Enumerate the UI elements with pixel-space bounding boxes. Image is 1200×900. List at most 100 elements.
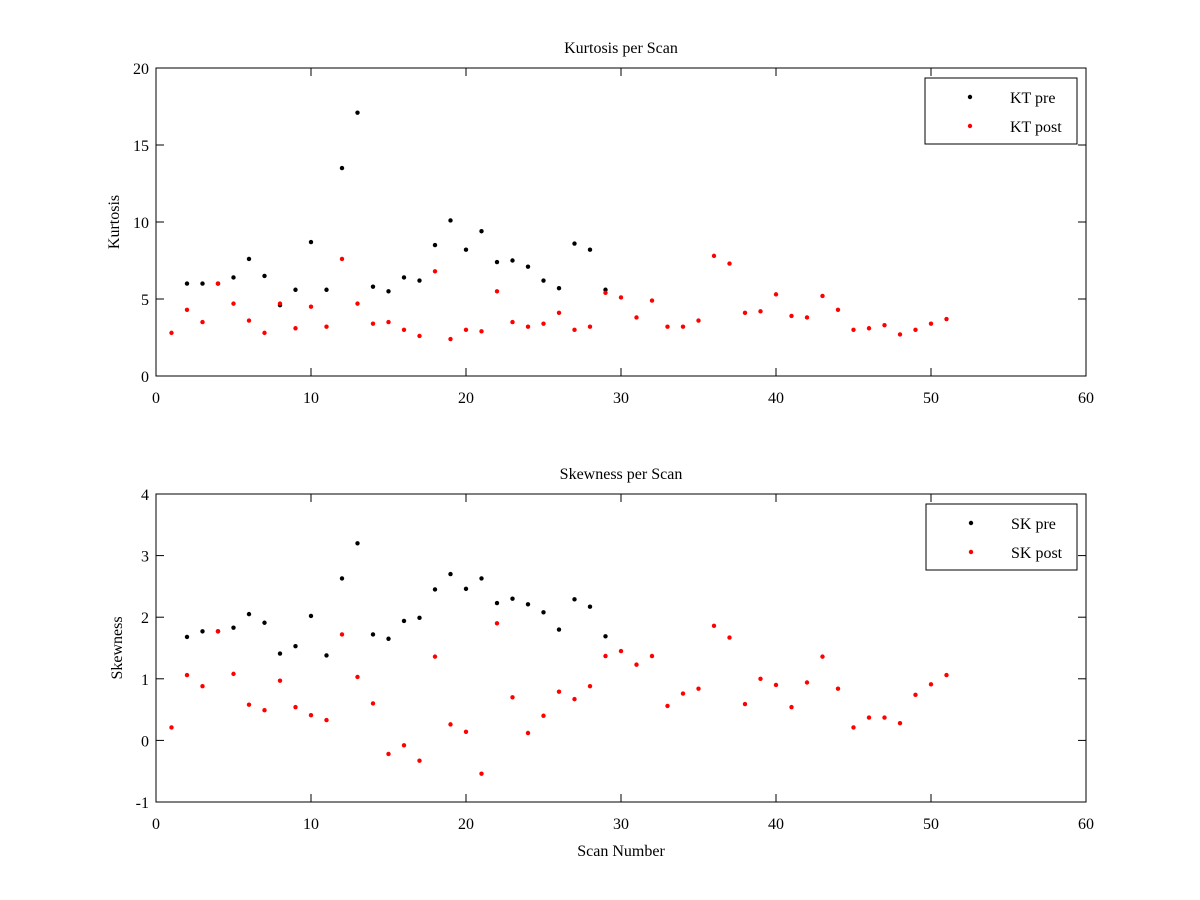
kurtosis-pre-point — [510, 258, 515, 263]
skewness-post-point — [215, 629, 221, 634]
skewness-pre-point — [246, 611, 252, 617]
kurtosis-post-point — [463, 327, 469, 332]
kurtosis-post-point — [711, 253, 717, 259]
skewness-legend-marker-post — [968, 549, 974, 555]
skewness-x-tick-label: 60 — [1078, 816, 1094, 833]
skewness-legend-marker-pre — [968, 520, 974, 526]
skewness-pre-point — [262, 620, 267, 625]
kurtosis-post-point — [339, 256, 345, 262]
skewness-post-point — [386, 751, 391, 757]
skewness-pre-point — [494, 600, 500, 606]
kurtosis-chart: Kurtosis per Scan 0 10 20 30 40 50 60 0 5 10 15 20… — [106, 40, 1094, 407]
skewness-x-axis-label: Scan Number — [577, 843, 665, 860]
skewness-post-point — [308, 712, 314, 718]
skewness-y-tick-label: 0 — [141, 733, 149, 750]
kurtosis-post-point — [727, 261, 732, 266]
kurtosis-x-ticks: 0 10 20 30 40 50 60 — [152, 68, 1094, 407]
kurtosis-post-point — [541, 321, 546, 326]
skewness-pre-point — [401, 618, 407, 624]
skewness-post-point — [262, 708, 267, 713]
kurtosis-post-point — [432, 269, 438, 274]
skewness-pre-point — [463, 586, 469, 592]
kurtosis-post-point — [494, 289, 500, 294]
skewness-post-point — [649, 653, 655, 659]
kurtosis-post-point — [851, 327, 856, 332]
kurtosis-post-point — [293, 326, 298, 331]
skewness-legend: SK pre SK post — [925, 503, 1078, 571]
skewness-post-point — [758, 676, 763, 681]
kurtosis-post-point — [169, 330, 174, 336]
kurtosis-post-point — [355, 301, 360, 306]
skewness-post-point — [665, 703, 670, 709]
kurtosis-pre-point — [370, 284, 376, 289]
kurtosis-pre-point — [401, 275, 407, 280]
kurtosis-post-point — [324, 324, 329, 329]
skewness-pre-point — [541, 610, 546, 615]
kurtosis-post-point — [618, 295, 624, 300]
kurtosis-x-tick-label: 40 — [768, 390, 784, 407]
kurtosis-legend-box — [924, 77, 1078, 145]
skewness-pre-point — [339, 576, 345, 581]
skewness-pre-point — [355, 541, 360, 546]
skewness-x-tick-label: 40 — [768, 816, 784, 833]
kurtosis-pre-point — [324, 287, 329, 292]
kurtosis-pre-point — [293, 287, 298, 292]
skewness-pre-point — [448, 571, 453, 577]
kurtosis-pre-point — [386, 289, 391, 294]
kurtosis-legend-marker-post — [967, 123, 973, 129]
skewness-x-tick-label: 10 — [303, 816, 319, 833]
skewness-pre-point — [603, 634, 608, 639]
skewness-post-point — [789, 704, 794, 710]
kurtosis-post-point — [386, 319, 391, 325]
kurtosis-pre-point — [525, 264, 531, 269]
kurtosis-points — [169, 110, 949, 342]
kurtosis-post-point — [804, 315, 810, 320]
kurtosis-post-point — [742, 310, 748, 316]
skewness-post-point — [494, 621, 500, 626]
skewness-pre-point — [417, 615, 422, 621]
kurtosis-pre-point — [184, 281, 190, 286]
kurtosis-post-point — [758, 309, 763, 314]
skewness-y-ticks: -1 0 1 2 3 4 — [136, 487, 1086, 812]
kurtosis-post-point — [184, 307, 190, 312]
skewness-post-point — [463, 729, 469, 734]
skewness-x-tick-label: 0 — [152, 816, 160, 833]
kurtosis-x-tick-label: 30 — [613, 390, 629, 407]
kurtosis-legend-label-pre: KT pre — [1010, 90, 1055, 107]
skewness-pre-point — [308, 613, 314, 619]
skewness-post-point — [944, 672, 949, 678]
kurtosis-pre-point — [572, 241, 577, 246]
kurtosis-post-point — [262, 330, 267, 336]
kurtosis-pre-point — [417, 278, 422, 283]
kurtosis-legend: KT pre KT post — [924, 77, 1078, 145]
kurtosis-pre-point — [556, 286, 562, 291]
kurtosis-x-tick-label: 50 — [923, 390, 939, 407]
skewness-post-point — [742, 701, 748, 707]
skewness-y-tick-label: 2 — [141, 610, 149, 627]
kurtosis-post-point — [944, 316, 949, 322]
skewness-post-point — [246, 702, 252, 707]
skewness-post-point — [448, 722, 453, 727]
kurtosis-pre-point — [448, 218, 453, 223]
skewness-pre-point — [293, 643, 298, 649]
kurtosis-pre-point — [262, 273, 267, 279]
kurtosis-x-tick-label: 20 — [458, 390, 474, 407]
skewness-post-point — [277, 678, 283, 683]
skewness-post-point — [417, 758, 422, 763]
skewness-post-point — [866, 715, 872, 720]
skewness-post-point — [339, 632, 345, 637]
skewness-pre-point — [587, 604, 593, 609]
kurtosis-pre-point — [479, 229, 484, 234]
kurtosis-post-point — [696, 318, 701, 323]
kurtosis-post-point — [215, 281, 221, 286]
kurtosis-post-point — [680, 324, 686, 329]
skewness-post-point — [882, 715, 887, 720]
skewness-pre-point — [200, 629, 205, 634]
skewness-post-point — [231, 671, 236, 677]
skewness-post-point — [711, 623, 717, 629]
skewness-post-point — [634, 662, 639, 667]
skewness-post-point — [510, 695, 515, 700]
kurtosis-pre-point — [432, 242, 438, 248]
skewness-post-point — [913, 692, 918, 698]
skewness-post-point — [851, 725, 856, 730]
